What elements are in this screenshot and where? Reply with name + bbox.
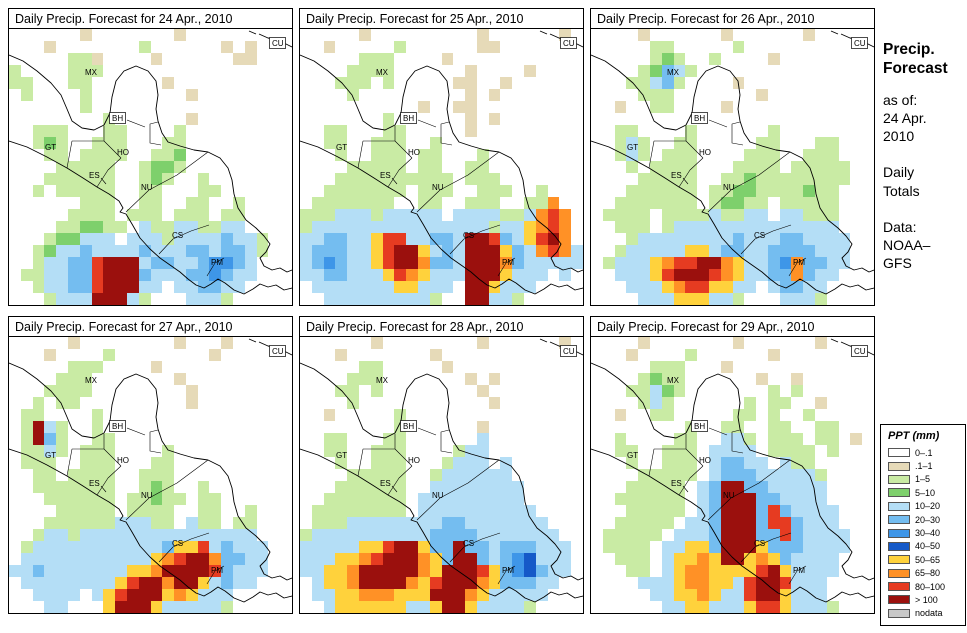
precip-map: MX CU BH GT HO ES NU CS PM — [8, 336, 293, 614]
sidebar-totals-line2: Totals — [883, 182, 920, 199]
legend-swatch — [888, 595, 910, 605]
sidebar-data-line1: NOAA– — [883, 236, 931, 253]
precip-map: MX CU BH GT HO ES NU CS PM — [8, 28, 293, 306]
legend-swatch — [888, 448, 910, 458]
sidebar-title-line1: Precip. — [883, 41, 935, 58]
legend-entry: nodata — [888, 607, 960, 620]
precip-grid — [9, 29, 292, 305]
sidebar-totals-line1: Daily — [883, 164, 915, 181]
precip-map: MX CU BH GT HO ES NU CS PM — [590, 28, 875, 306]
legend-entry: 30–40 — [888, 526, 960, 539]
legend-entry: .1–1 — [888, 459, 960, 472]
legend-entry: 65–80 — [888, 567, 960, 580]
panel-title: Daily Precip. Forecast for 24 Apr., 2010 — [8, 8, 293, 29]
legend-entry: 40–50 — [888, 540, 960, 553]
legend-entry: 0–.1 — [888, 446, 960, 459]
legend-entries: 0–.1 .1–1 1–5 5–10 10–20 20–30 30–40 40–50 50–65… — [888, 446, 960, 620]
info-sidebar: Precip. Forecast as of: 24 Apr. 2010 Dai… — [883, 40, 963, 272]
legend-swatch — [888, 474, 910, 484]
legend-label: 1–5 — [915, 474, 931, 485]
precip-map: MX CU BH GT HO ES NU CS PM — [590, 336, 875, 614]
legend-swatch — [888, 582, 910, 592]
panel-title: Daily Precip. Forecast for 25 Apr., 2010 — [299, 8, 584, 29]
precip-map: MX CU BH GT HO ES NU CS PM — [299, 336, 584, 614]
precip-grid — [300, 337, 583, 613]
legend-entry: 10–20 — [888, 500, 960, 513]
legend-entry: 20–30 — [888, 513, 960, 526]
legend-swatch — [888, 528, 910, 538]
precip-grid — [591, 337, 874, 613]
forecast-panel: Daily Precip. Forecast for 24 Apr., 2010… — [8, 8, 293, 308]
legend-label: 80–100 — [915, 581, 946, 592]
legend-title: PPT (mm) — [888, 430, 940, 442]
legend-label: nodata — [915, 608, 943, 619]
precip-grid — [9, 337, 292, 613]
sidebar-date-line1: 24 Apr. — [883, 109, 927, 126]
panel-title: Daily Precip. Forecast for 27 Apr., 2010 — [8, 316, 293, 337]
legend-swatch — [888, 608, 910, 618]
forecast-panel: Daily Precip. Forecast for 28 Apr., 2010… — [299, 316, 584, 616]
sidebar-date-line2: 2010 — [883, 128, 915, 145]
legend-label: .1–1 — [915, 461, 933, 472]
panel-title: Daily Precip. Forecast for 29 Apr., 2010 — [590, 316, 875, 337]
sidebar-asof-label: as of: — [883, 91, 918, 108]
legend-label: 40–50 — [915, 541, 941, 552]
sidebar-title-line2: Forecast — [883, 60, 948, 78]
legend-label: 10–20 — [915, 501, 941, 512]
legend-entry: 80–100 — [888, 580, 960, 593]
legend-entry: 1–5 — [888, 473, 960, 486]
forecast-panel: Daily Precip. Forecast for 29 Apr., 2010… — [590, 316, 875, 616]
legend-swatch — [888, 488, 910, 498]
legend-label: 50–65 — [915, 554, 941, 565]
panel-title: Daily Precip. Forecast for 26 Apr., 2010 — [590, 8, 875, 29]
legend-label: 0–.1 — [915, 447, 933, 458]
legend-label: 5–10 — [915, 487, 936, 498]
legend-swatch — [888, 461, 910, 471]
forecast-panel: Daily Precip. Forecast for 25 Apr., 2010… — [299, 8, 584, 308]
sidebar-data-label: Data: — [883, 218, 917, 235]
precip-legend: PPT (mm) 0–.1 .1–1 1–5 5–10 10–20 20–30 30–40 4… — [880, 424, 966, 627]
legend-swatch — [888, 555, 910, 565]
legend-swatch — [888, 501, 910, 511]
legend-swatch — [888, 515, 910, 525]
legend-label: > 100 — [915, 594, 938, 605]
precip-grid — [300, 29, 583, 305]
legend-entry: 5–10 — [888, 486, 960, 499]
legend-entry: > 100 — [888, 593, 960, 606]
sidebar-data-line2: GFS — [883, 255, 912, 272]
legend-swatch — [888, 568, 910, 578]
forecast-panel: Daily Precip. Forecast for 27 Apr., 2010… — [8, 316, 293, 616]
precip-map: MX CU BH GT HO ES NU CS PM — [299, 28, 584, 306]
forecast-panel: Daily Precip. Forecast for 26 Apr., 2010… — [590, 8, 875, 308]
legend-label: 30–40 — [915, 528, 941, 539]
forecast-panel-grid: Daily Precip. Forecast for 24 Apr., 2010… — [8, 8, 875, 616]
panel-title: Daily Precip. Forecast for 28 Apr., 2010 — [299, 316, 584, 337]
legend-swatch — [888, 541, 910, 551]
legend-label: 65–80 — [915, 568, 941, 579]
precip-grid — [591, 29, 874, 305]
legend-label: 20–30 — [915, 514, 941, 525]
legend-entry: 50–65 — [888, 553, 960, 566]
